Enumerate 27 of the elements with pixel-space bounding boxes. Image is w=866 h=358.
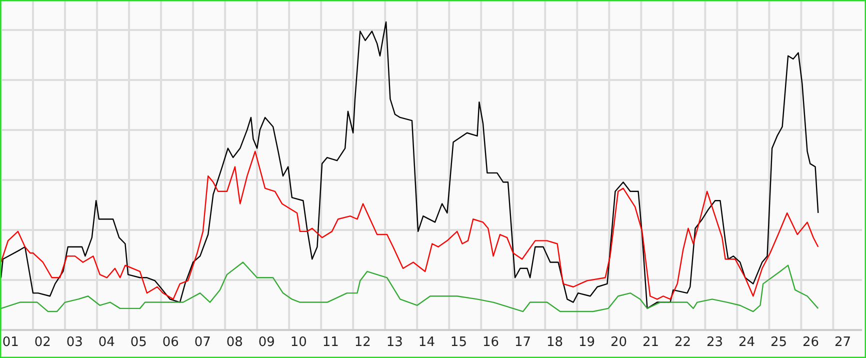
x-tick-label: 21 (642, 335, 660, 350)
x-tick-label: 11 (322, 335, 339, 350)
x-tick-label: 05 (130, 335, 147, 350)
x-tick-label: 01 (2, 335, 19, 350)
x-tick-label: 23 (706, 335, 724, 350)
x-tick-label: 26 (802, 335, 820, 350)
x-tick-label: 09 (258, 335, 275, 350)
x-tick-label: 24 (738, 335, 756, 350)
x-tick-label: 18 (546, 335, 563, 350)
x-tick-label: 19 (578, 335, 596, 350)
x-tick-label: 04 (98, 335, 115, 350)
x-tick-label: 20 (610, 335, 628, 350)
x-tick-label: 10 (290, 335, 307, 350)
x-tick-label: 27 (834, 335, 852, 350)
x-tick-label: 22 (674, 335, 692, 350)
x-tick-label: 16 (482, 335, 499, 350)
x-tick-label: 14 (418, 335, 435, 350)
x-tick-label: 07 (194, 335, 211, 350)
x-tick-label: 17 (514, 335, 531, 350)
x-tick-label: 15 (450, 335, 467, 350)
x-tick-label: 08 (226, 335, 243, 350)
x-tick-label: 12 (354, 335, 371, 350)
x-tick-label: 13 (386, 335, 403, 350)
x-tick-label: 02 (34, 335, 51, 350)
x-tick-label: 25 (770, 335, 788, 350)
x-tick-label: 03 (66, 335, 83, 350)
x-tick-label: 06 (162, 335, 179, 350)
